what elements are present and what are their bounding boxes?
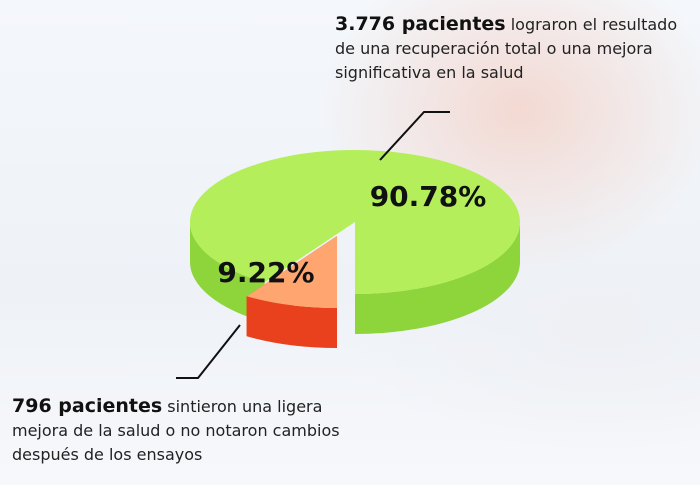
- slice: [246, 236, 337, 308]
- annotation-bold: 796 pacientes: [12, 395, 163, 417]
- value-label: 90.78%: [370, 180, 487, 213]
- value-label: 9.22%: [217, 256, 314, 289]
- annotation: 796 pacientes sintieron una ligera mejor…: [12, 394, 357, 467]
- slice-side: [190, 222, 265, 323]
- leader-line: [379, 111, 450, 161]
- annotation-text: lograron el resultado de una recuperació…: [335, 15, 678, 82]
- slice: [190, 150, 521, 294]
- annotation-bold: 3.776 pacientes: [335, 13, 506, 35]
- pie: 90.78% 9.22%: [190, 150, 521, 348]
- annotation-text: sintieron una ligera mejora de la salud …: [12, 397, 340, 464]
- annotation: 3.776 pacientes lograron el resultado de…: [335, 12, 695, 85]
- leader-line: [176, 324, 241, 379]
- slice-side: [355, 222, 520, 334]
